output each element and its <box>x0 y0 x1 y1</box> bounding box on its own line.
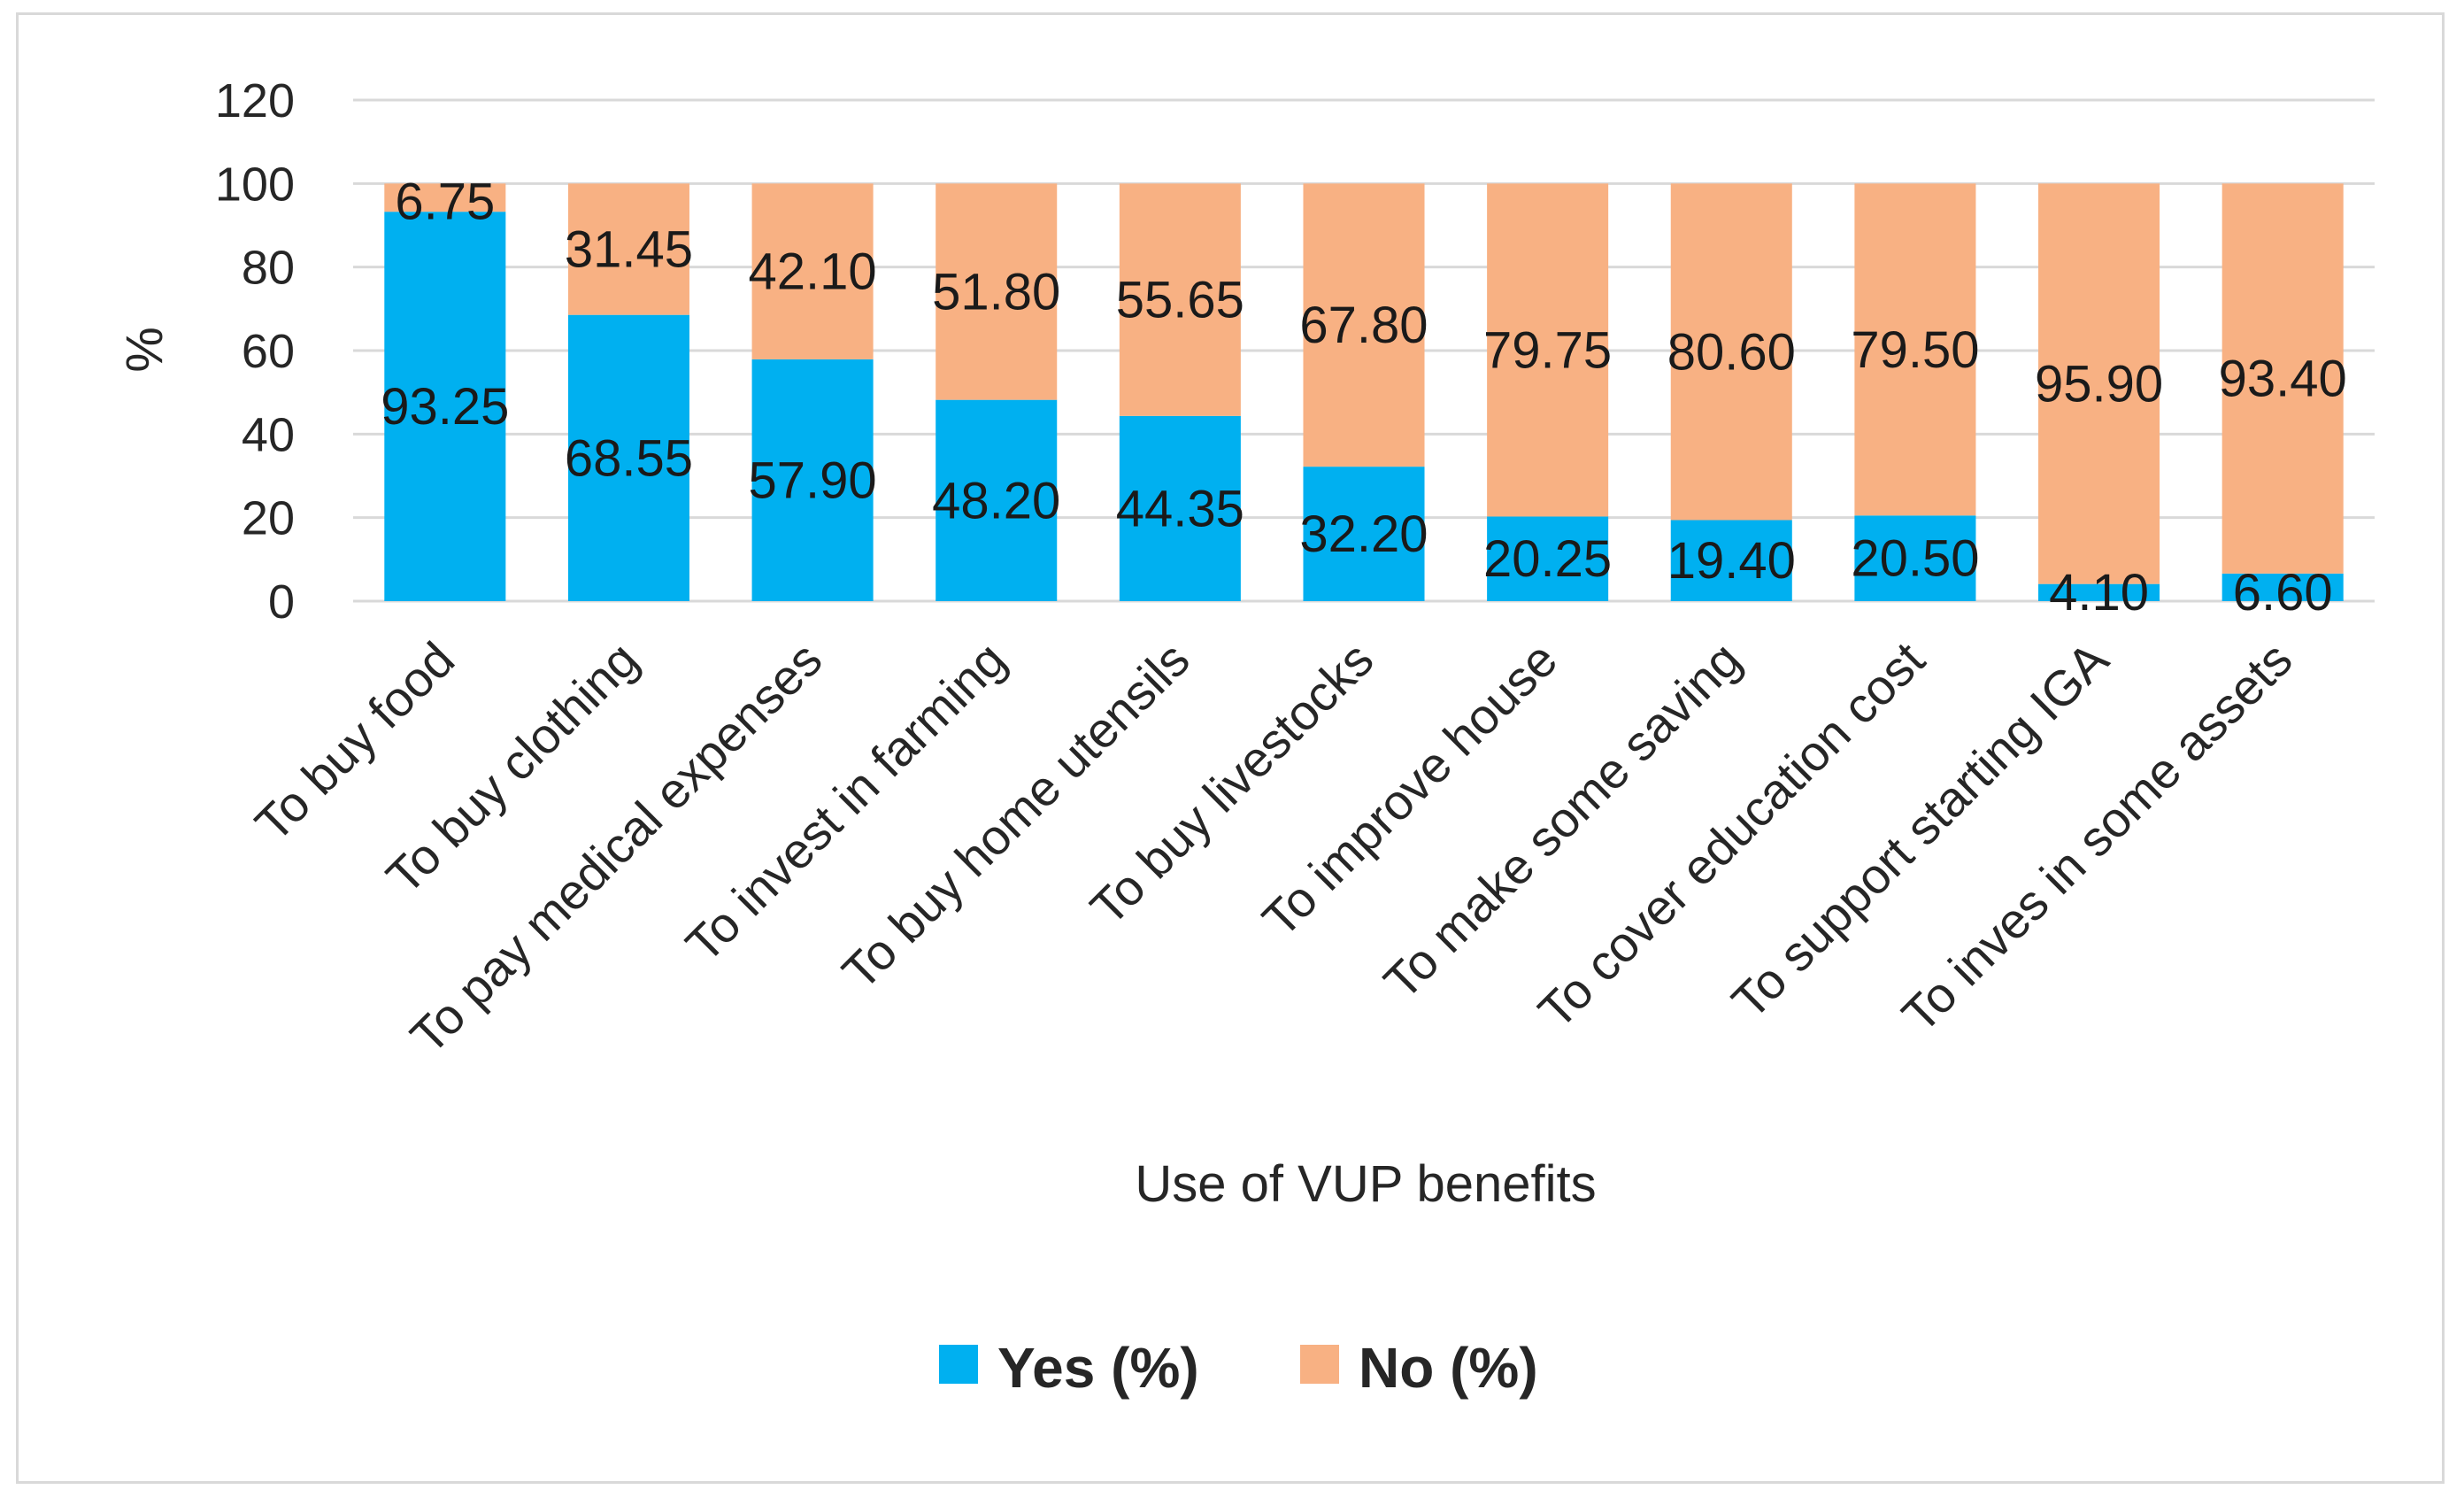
y-tick-label: 100 <box>215 158 295 211</box>
bar-yes <box>1854 515 1976 601</box>
x-tick-label: To buy home utensils <box>831 631 1200 1000</box>
bar-no <box>751 183 874 359</box>
bar-no <box>936 183 1058 400</box>
x-tick-label: To support starting IGA <box>1721 630 2120 1029</box>
data-label-yes: 57.90 <box>749 452 877 509</box>
legend-swatch <box>939 1345 978 1384</box>
bar-yes <box>751 359 874 601</box>
x-tick-label: To inves in some assets <box>1891 631 2303 1043</box>
data-label-no: 79.75 <box>1483 321 1612 379</box>
y-tick-label: 40 <box>242 408 295 461</box>
bars <box>384 183 2344 601</box>
data-label-yes: 19.40 <box>1667 532 1796 590</box>
legend: Yes (%) No (%) <box>939 1336 1538 1400</box>
y-tick-label: 80 <box>242 242 295 295</box>
legend-label: Yes (%) <box>997 1336 1199 1400</box>
y-tick-labels: 0 20 40 60 80 100 120 <box>215 74 295 629</box>
bar-no <box>1119 183 1241 416</box>
data-label-no: 55.65 <box>1116 272 1244 329</box>
data-label-yes: 20.25 <box>1483 530 1612 588</box>
data-label-no: 93.40 <box>2219 351 2347 408</box>
data-labels: 93.25 6.75 68.55 31.45 57.90 42.10 48.20 51.80 4… <box>381 173 2347 621</box>
data-label-no: 6.75 <box>395 173 495 230</box>
data-label-yes: 44.35 <box>1116 480 1244 537</box>
bar-yes <box>1670 520 1792 601</box>
x-tick-label: To cover education cost <box>1528 631 1936 1039</box>
data-label-no: 79.50 <box>1851 321 1979 379</box>
bar-yes <box>567 314 689 601</box>
bar-no <box>1670 183 1792 521</box>
data-label-yes: 20.50 <box>1851 530 1979 588</box>
data-label-yes: 68.55 <box>565 429 693 487</box>
y-axis-title: % <box>116 327 173 373</box>
data-label-yes: 6.60 <box>2233 564 2333 621</box>
data-label-yes: 93.25 <box>381 378 509 436</box>
data-label-no: 51.80 <box>932 263 1060 320</box>
bar-yes <box>2038 583 2160 601</box>
x-axis-title: Use of VUP benefits <box>1135 1155 1596 1213</box>
y-tick-label: 60 <box>242 325 295 378</box>
bar-no <box>2038 183 2160 584</box>
bar-yes <box>936 399 1058 601</box>
bar-yes <box>1487 516 1609 601</box>
bar-yes <box>1119 415 1241 601</box>
data-label-yes: 4.10 <box>2049 564 2149 621</box>
bar-no <box>1854 183 1976 516</box>
data-label-yes: 32.20 <box>1299 506 1428 563</box>
data-label-yes: 48.20 <box>932 472 1060 529</box>
bar-no <box>1487 183 1609 517</box>
data-label-no: 95.90 <box>2035 355 2163 413</box>
data-label-no: 80.60 <box>1667 323 1796 381</box>
bar-yes <box>384 212 506 601</box>
x-tick-label: To make some saving <box>1373 631 1752 1010</box>
bar-no <box>567 183 689 315</box>
y-tick-label: 20 <box>242 492 295 545</box>
x-tick-label: To invest in farming <box>675 631 1017 973</box>
data-label-no: 42.10 <box>749 243 877 301</box>
data-label-no: 67.80 <box>1299 297 1428 354</box>
bar-yes <box>1303 467 1425 601</box>
data-label-no: 31.45 <box>565 221 693 279</box>
bar-no <box>2221 183 2344 574</box>
bar-no <box>384 183 506 212</box>
bar-no <box>1303 183 1425 467</box>
y-tick-label: 120 <box>215 74 295 127</box>
legend-swatch <box>1300 1345 1339 1384</box>
y-tick-label: 0 <box>268 575 295 629</box>
bar-yes <box>2221 573 2344 601</box>
chart-frame: 0 20 40 60 80 100 120 To buy food To buy clothi… <box>16 12 2445 1484</box>
legend-label: No (%) <box>1359 1336 1538 1400</box>
